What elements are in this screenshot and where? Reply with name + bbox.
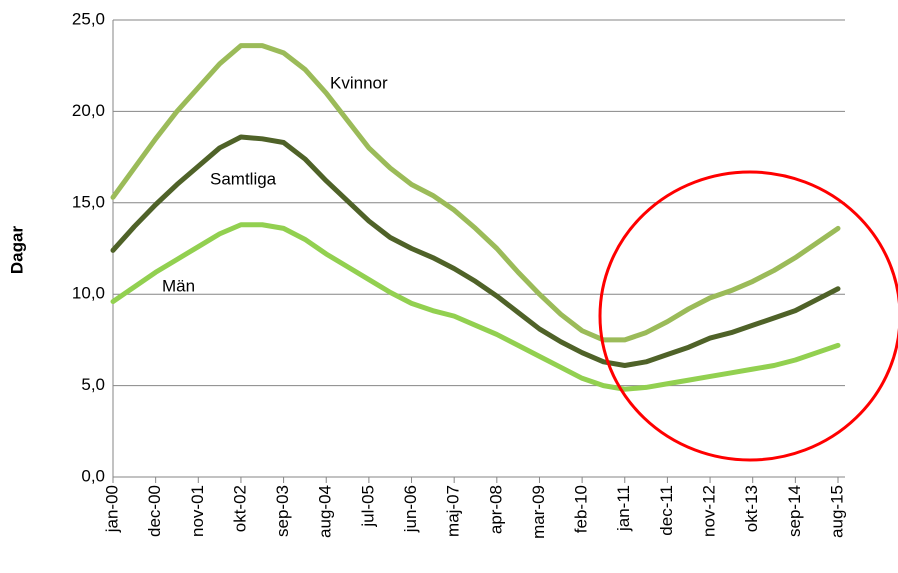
y-tick-label: 0,0 bbox=[81, 466, 105, 485]
series-label: Kvinnor bbox=[330, 73, 388, 92]
x-tick-label: nov-01 bbox=[188, 485, 207, 537]
x-tick-label: okt-02 bbox=[230, 485, 249, 532]
x-tick-label: jun-06 bbox=[401, 485, 420, 533]
y-tick-label: 20,0 bbox=[72, 101, 105, 120]
x-tick-label: dec-00 bbox=[145, 485, 164, 537]
x-tick-label: feb-10 bbox=[572, 485, 591, 533]
x-tick-label: aug-15 bbox=[827, 485, 846, 538]
x-tick-label: dec-11 bbox=[657, 485, 676, 536]
x-tick-label: jul-05 bbox=[358, 485, 377, 528]
x-tick-label: sep-03 bbox=[273, 485, 292, 537]
series-line bbox=[110, 43, 841, 343]
y-tick-label: 10,0 bbox=[72, 284, 105, 303]
x-tick-label: mar-09 bbox=[529, 485, 548, 539]
x-tick-label: sep-14 bbox=[785, 485, 804, 537]
y-tick-label: 5,0 bbox=[81, 375, 105, 394]
series-line bbox=[110, 222, 841, 392]
x-tick-label: apr-08 bbox=[486, 485, 505, 534]
x-tick-label: jan-00 bbox=[102, 485, 121, 533]
y-axis-label: Dagar bbox=[7, 226, 26, 275]
x-tick-label: jan-11 bbox=[614, 485, 633, 532]
x-tick-label: okt-13 bbox=[742, 485, 761, 532]
y-tick-label: 25,0 bbox=[72, 9, 105, 28]
series-label: Män bbox=[162, 276, 195, 295]
highlight-circle bbox=[598, 170, 898, 462]
y-tick-label: 15,0 bbox=[72, 192, 105, 211]
x-tick-label: maj-07 bbox=[444, 485, 463, 537]
x-tick-label: nov-12 bbox=[700, 485, 719, 537]
series-line bbox=[110, 134, 841, 368]
x-tick-label: aug-04 bbox=[316, 485, 335, 538]
series-label: Samtliga bbox=[210, 169, 277, 188]
